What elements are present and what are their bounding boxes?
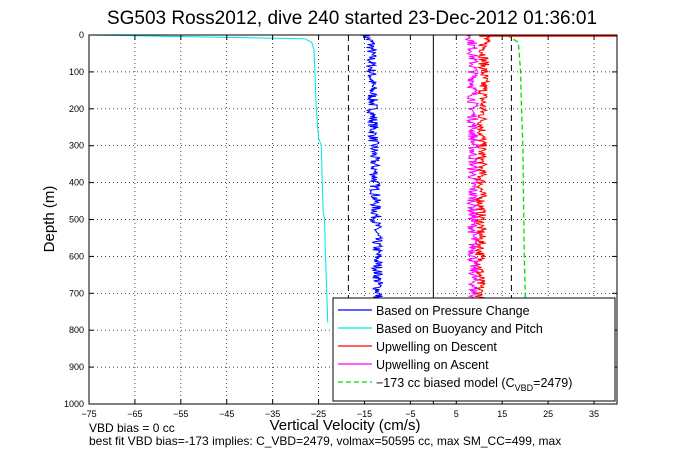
x-tick-label: −75 xyxy=(81,409,96,419)
grid-lines xyxy=(89,35,617,404)
legend-box xyxy=(332,297,616,402)
y-tick-label: 0 xyxy=(79,30,84,40)
legend-label: Upwelling on Ascent xyxy=(376,358,489,372)
y-tick-label: 900 xyxy=(69,362,84,372)
legend-label: Upwelling on Descent xyxy=(376,340,497,354)
y-tick-label: 500 xyxy=(69,215,84,225)
x-tick-label: −5 xyxy=(405,409,415,419)
legend-label: Based on Buoyancy and Pitch xyxy=(376,322,543,336)
series-line xyxy=(358,34,385,327)
y-tick-label: 200 xyxy=(69,104,84,114)
y-tick-label: 400 xyxy=(69,178,84,188)
legend-label: Based on Pressure Change xyxy=(376,304,530,318)
x-tick-label: −55 xyxy=(173,409,188,419)
y-axis-label: Depth (m) xyxy=(41,186,58,253)
series-line xyxy=(464,34,481,327)
series-line xyxy=(88,34,329,323)
x-axis-label: Vertical Velocity (cm/s) xyxy=(270,417,421,434)
legend: Based on Pressure Change Based on Buoyanc… xyxy=(332,297,616,402)
x-axis-ticks: −75 −65 −55 −45 −35 −25 −15 −5 5 15 25 35 xyxy=(81,35,599,419)
x-tick-label: 25 xyxy=(543,409,553,419)
y-tick-label: 300 xyxy=(69,141,84,151)
chart-title: SG503 Ross2012, dive 240 started 23-Dec-… xyxy=(107,8,597,29)
series-line xyxy=(506,34,526,327)
y-tick-label: 1000 xyxy=(64,399,84,409)
footnote-best-fit: best fit VBD bias=-173 implies: C_VBD=24… xyxy=(89,434,561,448)
x-tick-label: 15 xyxy=(497,409,507,419)
series-line xyxy=(473,34,493,327)
y-tick-label: 700 xyxy=(69,288,84,298)
x-tick-label: −35 xyxy=(265,409,280,419)
x-tick-label: 5 xyxy=(454,409,459,419)
x-tick-label: −65 xyxy=(127,409,142,419)
y-axis-ticks: 0 100 200 300 400 500 600 700 800 900 1000 xyxy=(64,30,617,409)
x-tick-label: −45 xyxy=(219,409,234,419)
y-tick-label: 800 xyxy=(69,325,84,335)
y-tick-label: 100 xyxy=(69,67,84,77)
x-tick-label: 35 xyxy=(589,409,599,419)
y-tick-label: 600 xyxy=(69,251,84,261)
footnote-vbd-bias: VBD bias = 0 cc xyxy=(89,421,175,435)
x-tick-label: −15 xyxy=(357,409,372,419)
x-tick-label: −25 xyxy=(311,409,326,419)
